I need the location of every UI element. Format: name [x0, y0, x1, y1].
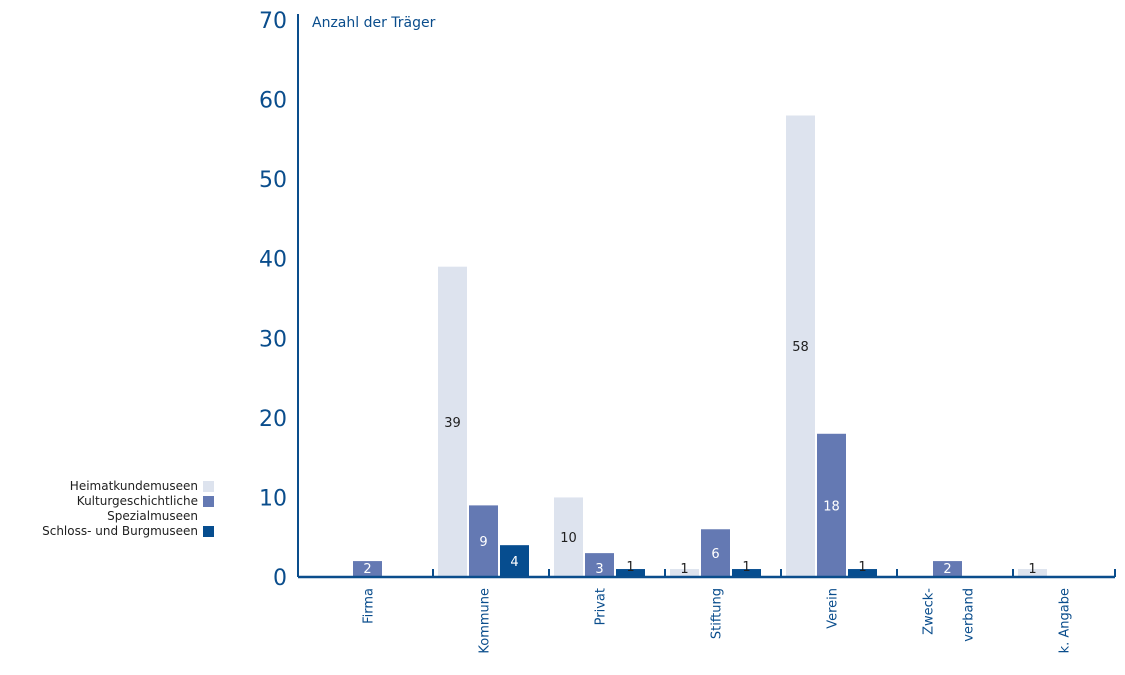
x-category-label: Stiftung: [710, 588, 725, 639]
x-category-label: Kommune: [478, 588, 493, 654]
bar: [933, 561, 962, 577]
x-category-label: verband: [962, 588, 977, 642]
legend-swatch: [203, 496, 214, 507]
bar-value-label: 2: [363, 562, 371, 577]
bar: [616, 569, 645, 577]
x-category-label: Privat: [594, 588, 609, 625]
y-tick-label: 30: [259, 327, 287, 352]
bar-value-label: 1: [626, 560, 634, 575]
bar-value-label: 4: [510, 555, 518, 570]
bar: [670, 569, 699, 577]
bar-value-label: 10: [560, 531, 577, 546]
bar: [469, 505, 498, 577]
x-category-label: Firma: [362, 588, 377, 624]
legend-swatch: [203, 511, 214, 522]
legend: Heimatkundemuseen Kulturgeschichtliche Spe…: [0, 479, 214, 539]
bar: [554, 497, 583, 577]
y-tick-label: 20: [259, 407, 287, 432]
legend-item: Spezialmuseen: [0, 509, 214, 524]
bar: [438, 266, 467, 577]
legend-label: Heimatkundemuseen: [69, 479, 198, 493]
y-tick-label: 50: [259, 168, 287, 193]
bar-value-label: 9: [479, 535, 487, 550]
y-tick-label: 70: [259, 9, 287, 34]
bar: [353, 561, 382, 577]
bar-value-label: 18: [823, 499, 840, 514]
bar: [817, 433, 846, 577]
bar-value-label: 2: [943, 562, 951, 577]
legend-label: Spezialmuseen: [107, 509, 198, 523]
bar: [848, 569, 877, 577]
bar: [1018, 569, 1047, 577]
legend-item: Kulturgeschichtliche: [0, 494, 214, 509]
y-tick-label: 60: [259, 89, 287, 114]
legend-label: Kulturgeschichtliche: [76, 494, 198, 508]
y-axis-label: Anzahl der Träger: [312, 15, 436, 31]
bar: [732, 569, 761, 577]
bar-value-label: 1: [742, 560, 750, 575]
bar: [585, 553, 614, 577]
y-tick-label: 40: [259, 248, 287, 273]
bar: [786, 115, 815, 577]
bar-value-label: 39: [444, 416, 461, 431]
y-tick-label: 0: [273, 566, 287, 591]
legend-swatch: [203, 526, 214, 537]
bar: [500, 545, 529, 577]
bar-value-label: 6: [711, 547, 719, 562]
bar-value-label: 1: [680, 562, 688, 577]
bar-value-label: 3: [595, 562, 603, 577]
y-tick-label: 10: [259, 486, 287, 511]
bar-value-label: 1: [1028, 562, 1036, 577]
legend-label: Schloss- und Burgmuseen: [42, 524, 198, 538]
legend-item: Heimatkundemuseen: [0, 479, 214, 494]
bar: [701, 529, 730, 577]
bar-value-label: 1: [858, 560, 866, 575]
legend-swatch: [203, 481, 214, 492]
x-category-label: Zweck-: [922, 588, 937, 635]
x-category-label: k. Angabe: [1058, 588, 1073, 653]
bar-value-label: 58: [792, 340, 809, 355]
x-category-label: Verein: [826, 588, 841, 629]
legend-item: Schloss- und Burgmuseen: [0, 524, 214, 539]
